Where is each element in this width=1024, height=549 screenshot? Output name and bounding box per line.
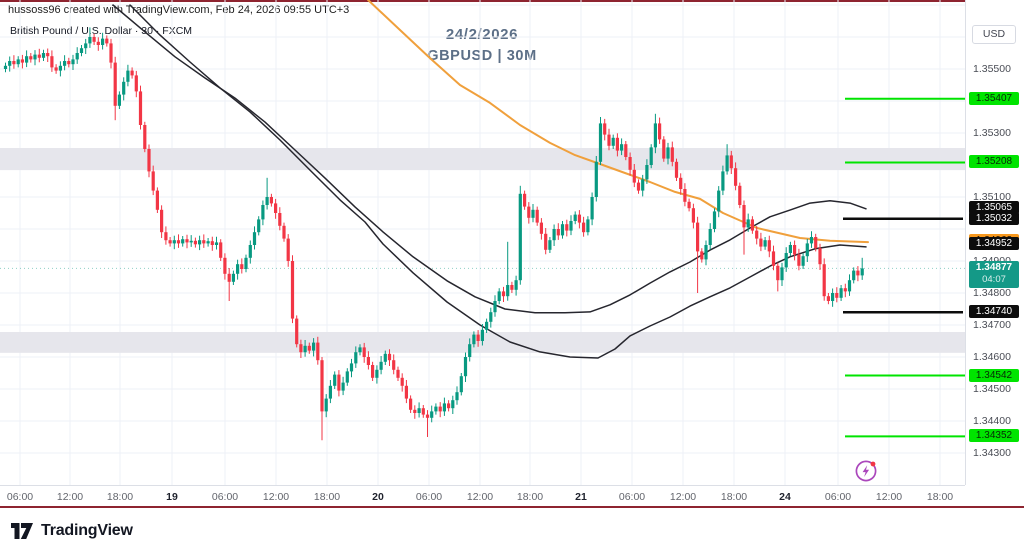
price-label-current: 1.34877 04:07 xyxy=(969,261,1019,289)
time-tick-day: 20 xyxy=(372,491,384,503)
price-tick: 1.34600 xyxy=(973,351,1011,363)
ma-line-black-lower xyxy=(129,4,867,359)
time-tick: 18:00 xyxy=(926,491,954,503)
price-chart-canvas[interactable] xyxy=(0,0,965,485)
price-tick: 1.35500 xyxy=(973,63,1011,75)
tradingview-logo-text: TradingView xyxy=(41,522,133,539)
tradingview-logo[interactable]: TradingView xyxy=(10,521,133,541)
time-tick-day: 21 xyxy=(575,491,587,503)
footer-bar: TradingView xyxy=(0,508,1024,549)
lightning-bolt-icon xyxy=(862,465,870,477)
separator-red-line xyxy=(0,506,1024,508)
price-tick: 1.34800 xyxy=(973,287,1011,299)
price-label-green: 1.34542 xyxy=(969,368,1019,382)
price-tick: 1.34300 xyxy=(973,447,1011,459)
time-tick: 18:00 xyxy=(106,491,134,503)
time-tick: 12:00 xyxy=(466,491,494,503)
currency-toggle-button[interactable]: USD xyxy=(972,25,1016,44)
time-tick: 12:00 xyxy=(56,491,84,503)
price-tick: 1.34400 xyxy=(973,415,1011,427)
attribution-text: hussoss96 created with TradingView.com, … xyxy=(8,4,350,16)
time-tick: 18:00 xyxy=(720,491,748,503)
time-tick: 12:00 xyxy=(875,491,903,503)
price-label-black: 1.35032 xyxy=(969,211,1019,225)
price-tick: 1.34700 xyxy=(973,319,1011,331)
price-label-black: 1.35065 xyxy=(969,201,1019,215)
price-label-green: 1.35208 xyxy=(969,155,1019,169)
time-tick: 18:00 xyxy=(313,491,341,503)
ma-line-black-upper xyxy=(112,4,867,314)
time-tick: 12:00 xyxy=(669,491,697,503)
time-tick: 06:00 xyxy=(415,491,443,503)
price-axis-panel[interactable]: USD 1.355001.353001.351001.349001.348001… xyxy=(965,0,1024,485)
tradingview-logo-mark xyxy=(11,523,33,539)
time-axis-panel[interactable]: 06:00 12:00 18:00 19 06:00 12:00 18:00 20 06:00 1… xyxy=(0,485,965,507)
ma-line-orange xyxy=(367,0,869,244)
price-tick: 1.34500 xyxy=(973,383,1011,395)
time-tick-day: 24 xyxy=(779,491,791,503)
candles xyxy=(3,27,864,441)
price-label-black: 1.34740 xyxy=(969,305,1019,319)
time-tick: 06:00 xyxy=(824,491,852,503)
time-tick-day: 19 xyxy=(166,491,178,503)
time-tick: 06:00 xyxy=(618,491,646,503)
price-label-green: 1.35407 xyxy=(969,91,1019,105)
time-tick: 06:00 xyxy=(211,491,239,503)
time-tick: 12:00 xyxy=(262,491,290,503)
top-border-line xyxy=(0,0,1024,2)
time-tick: 06:00 xyxy=(6,491,34,503)
price-tick: 1.35300 xyxy=(973,127,1011,139)
price-label-black: 1.34952 xyxy=(969,237,1019,251)
bar-countdown: 04:07 xyxy=(982,274,1006,286)
time-tick: 18:00 xyxy=(516,491,544,503)
price-tick: 1.35100 xyxy=(973,191,1011,203)
supply-demand-zone xyxy=(0,148,965,171)
price-label-green: 1.34352 xyxy=(969,429,1019,443)
notification-dot xyxy=(870,461,876,467)
flash-icon[interactable] xyxy=(853,458,879,484)
